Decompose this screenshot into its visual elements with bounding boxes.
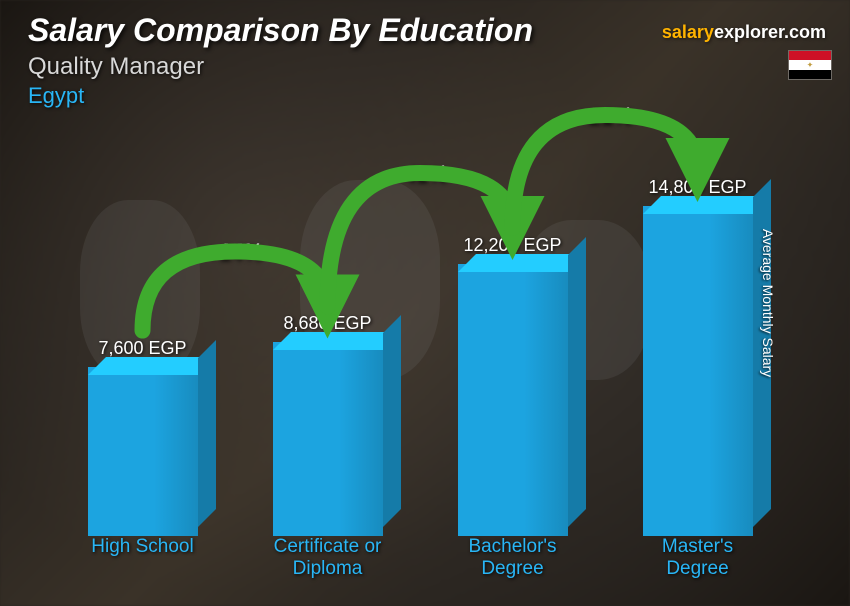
brand-logo: salaryexplorer.com <box>662 22 826 43</box>
salary-chart: 7,600 EGP 8,680 EGP 12,200 EGP 14,800 EG… <box>50 130 790 586</box>
flag-stripe-3 <box>789 70 831 79</box>
flag-emblem-icon: ✦ <box>807 61 814 70</box>
y-axis-label: Average Monthly Salary <box>760 229 776 377</box>
page-country: Egypt <box>28 83 830 109</box>
increase-arcs <box>50 70 790 586</box>
flag-stripe-1 <box>789 51 831 60</box>
page-subtitle: Quality Manager <box>28 53 830 81</box>
country-flag-icon: ✦ <box>788 50 832 80</box>
brand-part1: salary <box>662 22 714 42</box>
brand-part2: explorer.com <box>714 22 826 42</box>
